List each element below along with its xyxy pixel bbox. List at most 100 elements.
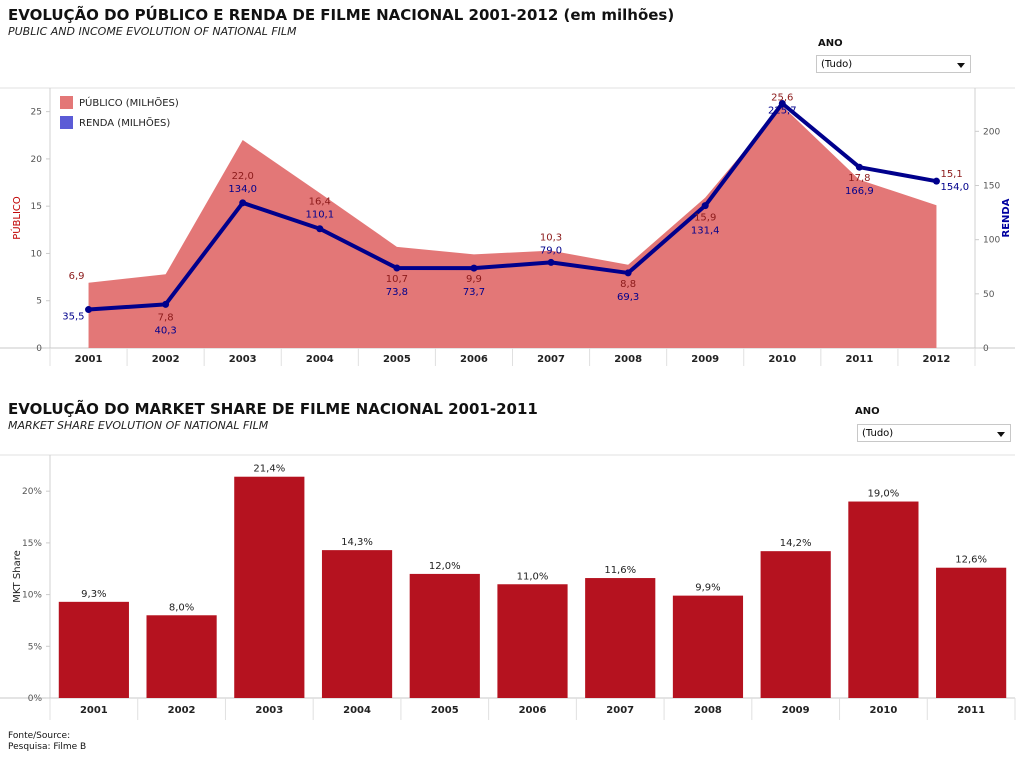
chart2-subtitle: MARKET SHARE EVOLUTION OF NATIONAL FILM [8,419,269,432]
renda-point [932,177,940,185]
chart2-year-select-value: (Tudo) [862,428,894,439]
market-share-bar [497,584,568,698]
chart1-x-tick-label: 2001 [75,354,103,365]
chart2-year-select[interactable]: (Tudo) [857,424,1011,442]
renda-data-label: 154,0 [940,182,969,193]
footer: Fonte/Source: Pesquisa: Filme B [8,731,86,753]
chart1-x-tick-label: 2012 [923,354,951,365]
chart2-x-tick-label: 2003 [255,705,283,716]
chart1-right-tick-label: 150 [983,182,1000,192]
market-share-bar [936,567,1007,698]
public-income-chart: 0 5 10 15 20 25 0 50 100 150 200 PÚBLICO RENDA 6,9 35,… [0,87,1015,366]
renda-data-label: 73,8 [386,287,408,298]
legend-publico-swatch [60,96,73,109]
chart2-x-tick-label: 2002 [168,705,196,716]
legend-renda-label: RENDA (MILHÕES) [79,116,170,129]
market-share-data-label: 8,0% [169,602,194,613]
chart1-x-tick-label: 2002 [152,354,180,365]
publico-data-label: 6,9 [69,271,85,282]
chart1-right-axis-title: RENDA [1001,198,1012,237]
market-share-bar [585,578,656,698]
chart1-left-tick-label: 0 [36,344,42,354]
chart1-x-tick-label: 2004 [306,354,334,365]
market-share-data-label: 19,0% [868,489,900,500]
publico-data-label: 22,0 [232,171,254,182]
chart1-right-tick-label: 100 [983,236,1000,246]
renda-point [547,258,555,266]
publico-data-label: 10,7 [386,274,408,285]
renda-point [316,225,324,233]
chart1-x-tick-label: 2005 [383,354,411,365]
publico-data-label: 15,9 [694,213,716,224]
renda-data-label: 110,1 [305,210,334,221]
chart2-x-tick-label: 2005 [431,705,459,716]
market-share-data-label: 14,2% [780,538,812,549]
publico-data-label: 8,8 [620,279,636,290]
renda-point [624,269,632,277]
market-share-bar [672,595,744,698]
footer-source-label: Fonte/Source: [8,731,71,741]
renda-data-label: 73,7 [463,287,485,298]
chart2-x-tick-label: 2008 [694,705,722,716]
chart1-left-tick-label: 10 [31,249,43,259]
market-share-data-label: 14,3% [341,537,373,548]
renda-point [393,264,401,272]
chevron-down-icon [997,432,1005,437]
footer-source-value: Pesquisa: Filme B [8,742,87,752]
chart1-x-tick-label: 2010 [768,354,796,365]
renda-data-label: 134,0 [228,184,257,195]
chart1-subtitle: PUBLIC AND INCOME EVOLUTION OF NATIONAL … [8,25,297,38]
renda-point [470,264,478,272]
chart2-y-tick-label: 5% [28,642,43,652]
chart2-x-tick-label: 2006 [519,705,547,716]
market-share-bar [409,573,480,698]
chart2-filter-label: ANO [855,406,880,417]
chart1-x-tick-label: 2011 [845,354,873,365]
renda-point [701,202,709,210]
renda-data-label: 35,5 [62,312,84,323]
legend-publico-label: PÚBLICO (MILHÕES) [79,96,179,109]
market-share-bar [848,501,919,698]
chart1-x-tick-label: 2009 [691,354,719,365]
renda-data-label: 225,7 [768,105,797,116]
chart2-x-tick-label: 2009 [782,705,810,716]
chevron-down-icon [957,63,965,68]
market-share-data-label: 11,0% [517,571,549,582]
renda-data-label: 131,4 [691,226,720,237]
renda-data-label: 69,3 [617,292,639,303]
chart1-filter-label: ANO [818,38,843,49]
chart1-year-select-value: (Tudo) [821,59,853,70]
renda-point [162,300,170,308]
market-share-bar [146,615,217,698]
chart1-x-tick-label: 2006 [460,354,488,365]
chart1-left-tick-label: 15 [31,202,42,212]
renda-point [239,199,247,207]
publico-data-label: 16,4 [309,197,331,208]
renda-data-label: 40,3 [154,325,176,336]
renda-line [88,101,937,312]
chart2-x-tick-label: 2010 [869,705,897,716]
market-share-bar [234,476,305,698]
chart1-x-tick-label: 2003 [229,354,257,365]
market-share-data-label: 12,6% [955,555,987,566]
publico-data-label: 25,6 [771,92,793,103]
renda-point [778,99,786,107]
chart1-right-tick-label: 0 [983,344,989,354]
market-share-data-label: 12,0% [429,561,461,572]
chart1-year-select[interactable]: (Tudo) [816,55,971,73]
publico-data-label: 10,3 [540,232,562,243]
publico-data-label: 9,9 [466,274,482,285]
market-share-data-label: 21,4% [253,464,285,475]
chart2-y-tick-label: 15% [22,539,42,549]
chart2-y-tick-label: 0% [28,694,43,704]
chart2-y-axis-title: MKT Share [12,550,23,603]
market-share-bar [760,551,831,698]
renda-point [855,163,863,171]
renda-data-label: 166,9 [845,186,874,197]
chart2-x-tick-label: 2001 [80,705,108,716]
legend-renda-swatch [60,116,73,129]
chart2-y-tick-label: 10% [22,591,42,601]
chart1-x-tick-label: 2007 [537,354,565,365]
chart1-title: EVOLUÇÃO DO PÚBLICO E RENDA DE FILME NAC… [8,6,675,24]
chart1-right-tick-label: 200 [983,127,1000,137]
